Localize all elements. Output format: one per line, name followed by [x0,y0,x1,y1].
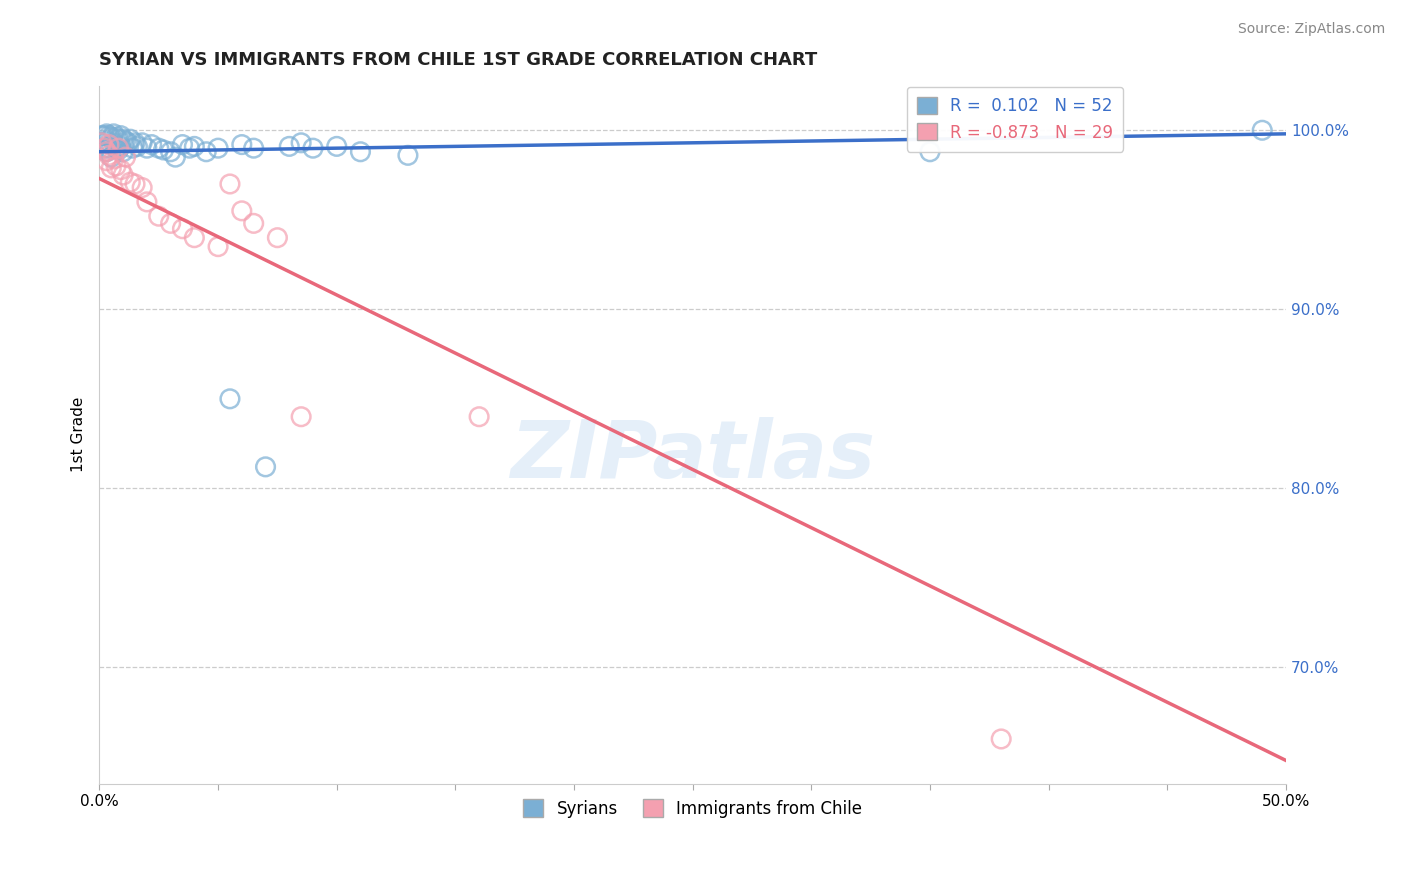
Text: SYRIAN VS IMMIGRANTS FROM CHILE 1ST GRADE CORRELATION CHART: SYRIAN VS IMMIGRANTS FROM CHILE 1ST GRAD… [100,51,818,69]
Point [349,145,371,159]
Point [93,141,115,155]
Point [278,139,301,153]
Point [135,194,157,209]
Point [114,134,136,148]
Point [266,230,288,244]
Point [117,136,139,150]
Point [219,177,242,191]
Point [90,136,112,150]
Point [918,145,941,159]
Point [290,409,312,424]
Point [96,145,118,159]
Point [326,139,349,153]
Point [105,130,128,145]
Point [97,128,120,143]
Point [207,141,229,155]
Point [114,150,136,164]
Point [120,175,142,189]
Point [112,168,135,182]
Point [124,136,146,150]
Point [96,134,118,148]
Point [112,145,135,159]
Legend: Syrians, Immigrants from Chile: Syrians, Immigrants from Chile [516,793,869,824]
Point [110,162,132,177]
Text: Source: ZipAtlas.com: Source: ZipAtlas.com [1237,22,1385,37]
Point [120,132,142,146]
Point [100,137,122,152]
Point [110,139,132,153]
Point [135,141,157,155]
Point [183,230,205,244]
Point [103,152,125,166]
Point [183,139,205,153]
Point [124,177,146,191]
Point [131,180,153,194]
Point [97,148,120,162]
Point [105,141,128,155]
Point [96,127,118,141]
Point [100,150,122,164]
Point [100,161,122,175]
Point [93,141,115,155]
Point [97,137,120,152]
Point [172,221,194,235]
Point [231,203,253,218]
Point [96,153,118,168]
Point [231,137,253,152]
Point [103,127,125,141]
Point [468,409,491,424]
Point [195,145,218,159]
Point [242,141,264,155]
Point [148,209,170,223]
Point [396,148,419,162]
Point [121,141,143,155]
Point [152,143,174,157]
Point [112,132,135,146]
Point [242,216,264,230]
Point [219,392,242,406]
Point [97,141,120,155]
Point [141,137,163,152]
Point [172,137,194,152]
Text: ZIPatlas: ZIPatlas [510,417,875,494]
Point [110,128,132,143]
Point [290,136,312,150]
Y-axis label: 1st Grade: 1st Grade [72,397,86,472]
Point [1251,123,1274,137]
Point [159,216,181,230]
Point [103,136,125,150]
Point [100,130,122,145]
Point [105,159,128,173]
Point [148,141,170,155]
Point [207,240,229,254]
Point [96,145,118,159]
Point [302,141,325,155]
Point [990,731,1012,746]
Point [107,141,129,155]
Point [159,145,181,159]
Point [127,139,149,153]
Point [90,136,112,150]
Point [107,132,129,146]
Point [179,141,201,155]
Point [254,459,277,474]
Point [90,128,112,143]
Point [131,136,153,150]
Point [107,143,129,157]
Point [93,128,115,143]
Point [165,150,187,164]
